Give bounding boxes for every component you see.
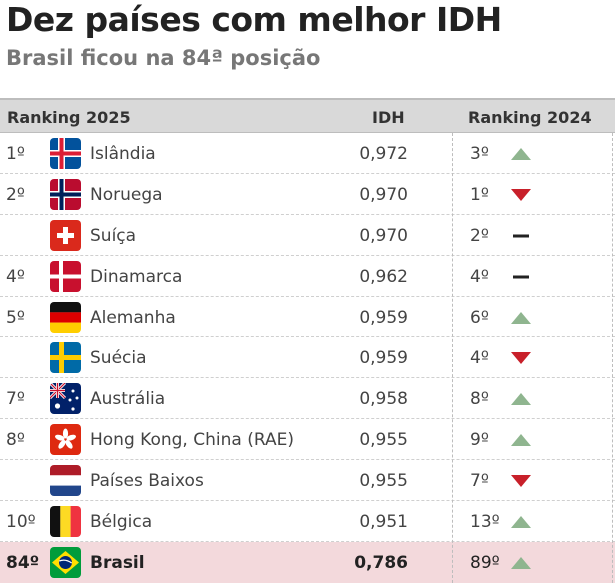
brazil-flag-icon [50,546,81,578]
country-name: Noruega [90,184,163,205]
switzerland-flag-icon [50,219,81,251]
idh-value: 0,951 [359,512,408,533]
australia-flag-icon [50,383,81,415]
previous-rank: 7º [470,471,489,492]
previous-rank: 8º [470,389,489,410]
trend-up-icon [511,434,531,447]
header-rank-2025: Ranking 2025 [7,108,131,127]
table-row: Países Baixos 0,955 7º [0,460,615,502]
table-row: 2º Noruega 0,970 1º [0,174,615,215]
column-divider [452,133,453,583]
rank-cell: 84º [6,552,40,573]
table-row: 4º Dinamarca 0,962 4º [0,256,615,297]
belgium-flag-icon [50,506,81,538]
idh-value: 0,972 [359,144,408,164]
trend-up-icon [511,311,531,324]
table-header: Ranking 2025 IDH Ranking 2024 [0,98,615,133]
page-subtitle: Brasil ficou na 84ª posição [6,46,321,70]
trend-same-icon [513,234,529,238]
idh-value: 0,958 [359,389,408,410]
previous-rank: 4º [470,348,489,369]
trend-down-icon [511,188,531,201]
country-name: Islândia [90,144,156,164]
previous-rank: 1º [470,184,489,205]
column-divider [612,133,613,583]
table-row: 10º Bélgica 0,951 13º [0,501,615,542]
trend-up-icon [511,393,531,406]
country-name: Países Baixos [90,471,204,492]
previous-rank: 2º [470,225,489,246]
country-name: Brasil [90,552,145,573]
idh-value: 0,959 [359,307,408,328]
idh-value: 0,970 [359,225,408,246]
page-title: Dez países com melhor IDH [6,0,502,39]
trend-up-icon [511,556,531,569]
idh-value: 0,786 [354,552,408,573]
denmark-flag-icon [50,260,81,292]
previous-rank: 13º [470,512,500,533]
trend-same-icon [513,275,529,279]
header-rank-2024: Ranking 2024 [468,108,592,127]
rank-cell: 10º [6,512,36,533]
hong-kong-flag-icon [50,424,81,456]
table-row: 8º Hong Kong, China (RAE) 0,955 9º [0,419,615,461]
table-row-highlighted: 84º Brasil 0,786 89º [0,541,615,583]
country-name: Dinamarca [90,266,183,287]
table-row: 1º Islândia 0,972 3º [0,133,615,174]
header-idh: IDH [372,108,405,127]
table-row: Suíça 0,970 2º [0,215,615,256]
previous-rank: 4º [470,266,489,287]
rank-cell: 2º [6,184,25,205]
iceland-flag-icon [50,138,81,169]
table-row: 7º Austrália 0,958 8º [0,378,615,420]
idh-value: 0,959 [359,348,408,369]
country-name: Austrália [90,389,166,410]
previous-rank: 9º [470,430,489,451]
norway-flag-icon [50,178,81,210]
trend-up-icon [511,148,531,160]
country-name: Suécia [90,348,147,369]
idh-value: 0,962 [359,266,408,287]
idh-ranking-table: Ranking 2025 IDH Ranking 2024 1º Islândi… [0,98,615,583]
table-row: 5º Alemanha 0,959 6º [0,297,615,338]
rank-cell: 5º [6,307,25,328]
sweden-flag-icon [50,342,81,374]
rank-cell: 1º [6,144,25,164]
rank-cell: 7º [6,389,25,410]
country-name: Hong Kong, China (RAE) [90,430,294,451]
idh-value: 0,955 [359,430,408,451]
idh-value: 0,970 [359,184,408,205]
country-name: Suíça [90,225,137,246]
previous-rank: 3º [470,144,489,164]
rank-cell: 4º [6,266,25,287]
germany-flag-icon [50,301,81,333]
trend-down-icon [511,352,531,365]
trend-down-icon [511,475,531,488]
netherlands-flag-icon [50,465,81,497]
previous-rank: 89º [470,552,500,573]
previous-rank: 6º [470,307,489,328]
country-name: Alemanha [90,307,176,328]
table-row: Suécia 0,959 4º [0,337,615,379]
trend-up-icon [511,516,531,529]
country-name: Bélgica [90,512,153,533]
idh-value: 0,955 [359,471,408,492]
rank-cell: 8º [6,430,25,451]
